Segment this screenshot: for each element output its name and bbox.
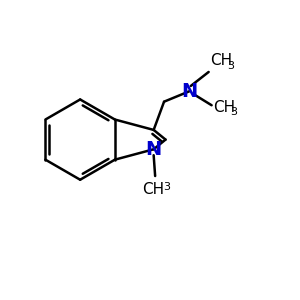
Text: CH: CH	[142, 182, 165, 197]
Text: CH: CH	[210, 52, 232, 68]
Text: 3: 3	[163, 182, 170, 192]
Text: 3: 3	[227, 61, 234, 71]
Text: N: N	[181, 82, 197, 101]
Text: CH: CH	[213, 100, 235, 115]
Text: N: N	[146, 140, 162, 159]
Text: 3: 3	[230, 107, 237, 117]
